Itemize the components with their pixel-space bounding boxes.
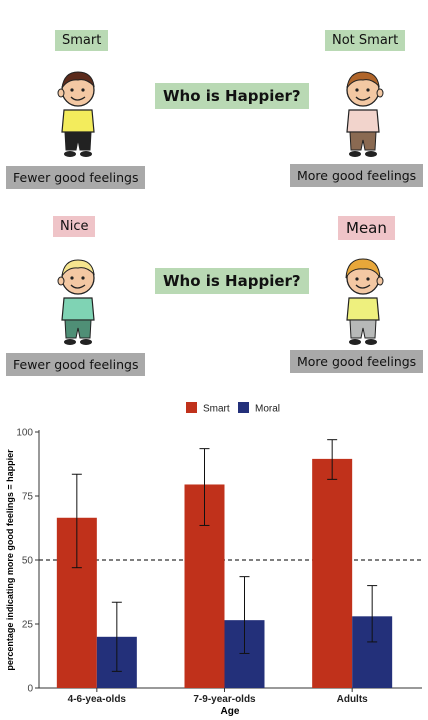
legend-swatch-smart <box>186 402 197 413</box>
y-tick-label: 75 <box>22 492 34 503</box>
smart-boy-illustration <box>57 71 95 157</box>
bar-smart-2 <box>312 458 353 688</box>
y-axis-label: percentage indicating more good feelings… <box>5 449 15 671</box>
mean-boy-illustration <box>345 258 384 345</box>
y-tick-label: 25 <box>22 620 34 631</box>
mean-label: Mean <box>338 216 395 240</box>
y-tick-label: 0 <box>27 684 33 695</box>
x-tick-label: 7-9-year-olds <box>193 694 256 705</box>
nice-label: Nice <box>53 216 96 237</box>
more-good-feelings-caption-2: More good feelings <box>290 350 424 373</box>
x-axis-label: Age <box>221 706 240 717</box>
x-tick-label: 4-6-yea-olds <box>68 694 127 705</box>
not-smart-label: Not Smart <box>325 30 406 51</box>
not-smart-boy-illustration <box>346 71 384 157</box>
chart-legend: Smart Moral <box>186 402 280 415</box>
more-good-feelings-caption-1: More good feelings <box>290 164 424 187</box>
question-nice: Who is Happier? <box>155 268 309 294</box>
nice-boy-illustration <box>57 259 95 345</box>
fewer-good-feelings-caption-2: Fewer good feelings <box>6 353 146 376</box>
chart-bars <box>56 439 393 688</box>
x-tick-label: Adults <box>337 694 369 705</box>
legend-label-moral: Moral <box>255 404 280 415</box>
smart-label: Smart <box>55 30 109 51</box>
y-tick-label: 50 <box>22 556 34 567</box>
y-tick-label: 100 <box>16 428 33 439</box>
legend-swatch-moral <box>238 402 249 413</box>
question-smart: Who is Happier? <box>155 83 309 109</box>
happiness-bar-chart: Smart Moral 0 25 50 75 100 4-6-yea-olds 7-9-yea… <box>5 402 422 717</box>
fewer-good-feelings-caption-1: Fewer good feelings <box>6 166 146 189</box>
legend-label-smart: Smart <box>203 404 230 415</box>
